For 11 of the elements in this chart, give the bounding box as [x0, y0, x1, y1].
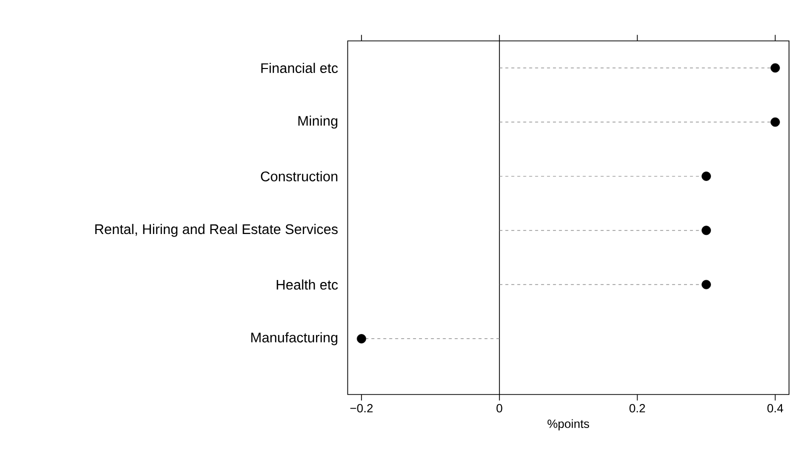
y-tick-label: Financial etc	[261, 62, 338, 73]
y-tick-label: Manufacturing	[251, 332, 338, 346]
x-axis-title: %points	[548, 419, 590, 430]
x-tick-label: −0.2	[350, 404, 373, 412]
x-tick-label: 0.2	[630, 404, 645, 412]
x-tick-label: 0	[496, 404, 502, 412]
y-tick-label: Health etc	[276, 279, 338, 290]
x-tick-label: 0.4	[767, 404, 784, 412]
y-tick-label: Construction	[260, 170, 338, 182]
y-tick-label: Mining	[298, 115, 338, 128]
y-tick-label: Rental, Hiring and Real Estate Services	[95, 224, 338, 237]
